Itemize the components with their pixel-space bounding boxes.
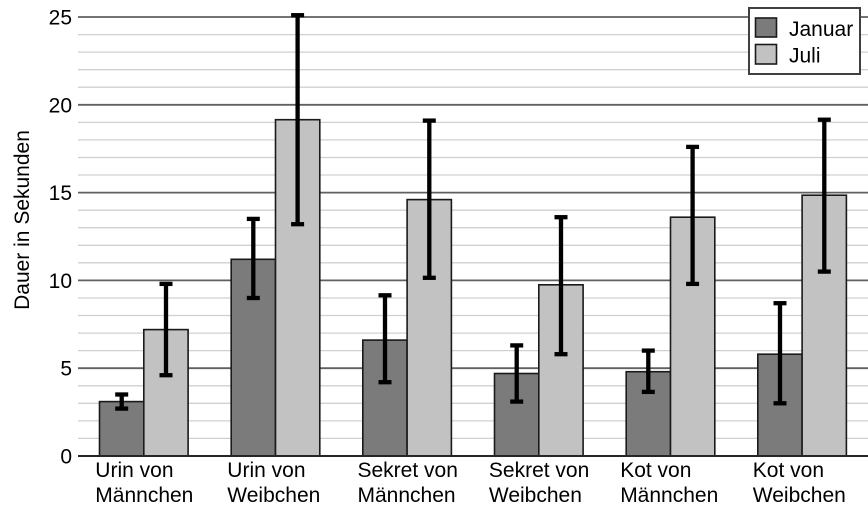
svg-text:Weibchen: Weibchen bbox=[489, 484, 582, 507]
svg-text:Sekret von: Sekret von bbox=[489, 459, 589, 482]
svg-text:0: 0 bbox=[60, 446, 72, 469]
svg-text:5: 5 bbox=[60, 358, 72, 381]
svg-text:25: 25 bbox=[49, 7, 72, 30]
svg-text:Kot von: Kot von bbox=[620, 459, 691, 482]
svg-text:Weibchen: Weibchen bbox=[753, 484, 846, 507]
svg-text:Januar: Januar bbox=[789, 18, 853, 41]
svg-text:Urin von: Urin von bbox=[95, 459, 173, 482]
svg-text:Weibchen: Weibchen bbox=[227, 484, 320, 507]
svg-text:Juli: Juli bbox=[789, 45, 821, 68]
svg-text:Kot von: Kot von bbox=[753, 459, 824, 482]
svg-text:Sekret von: Sekret von bbox=[358, 459, 458, 482]
svg-text:10: 10 bbox=[49, 270, 72, 293]
svg-text:15: 15 bbox=[49, 182, 72, 205]
svg-text:20: 20 bbox=[49, 94, 72, 117]
svg-text:Dauer in Sekunden: Dauer in Sekunden bbox=[11, 130, 34, 310]
svg-text:Urin von: Urin von bbox=[227, 459, 305, 482]
svg-text:Männchen: Männchen bbox=[358, 484, 456, 507]
svg-text:Männchen: Männchen bbox=[95, 484, 193, 507]
svg-text:Männchen: Männchen bbox=[620, 484, 718, 507]
